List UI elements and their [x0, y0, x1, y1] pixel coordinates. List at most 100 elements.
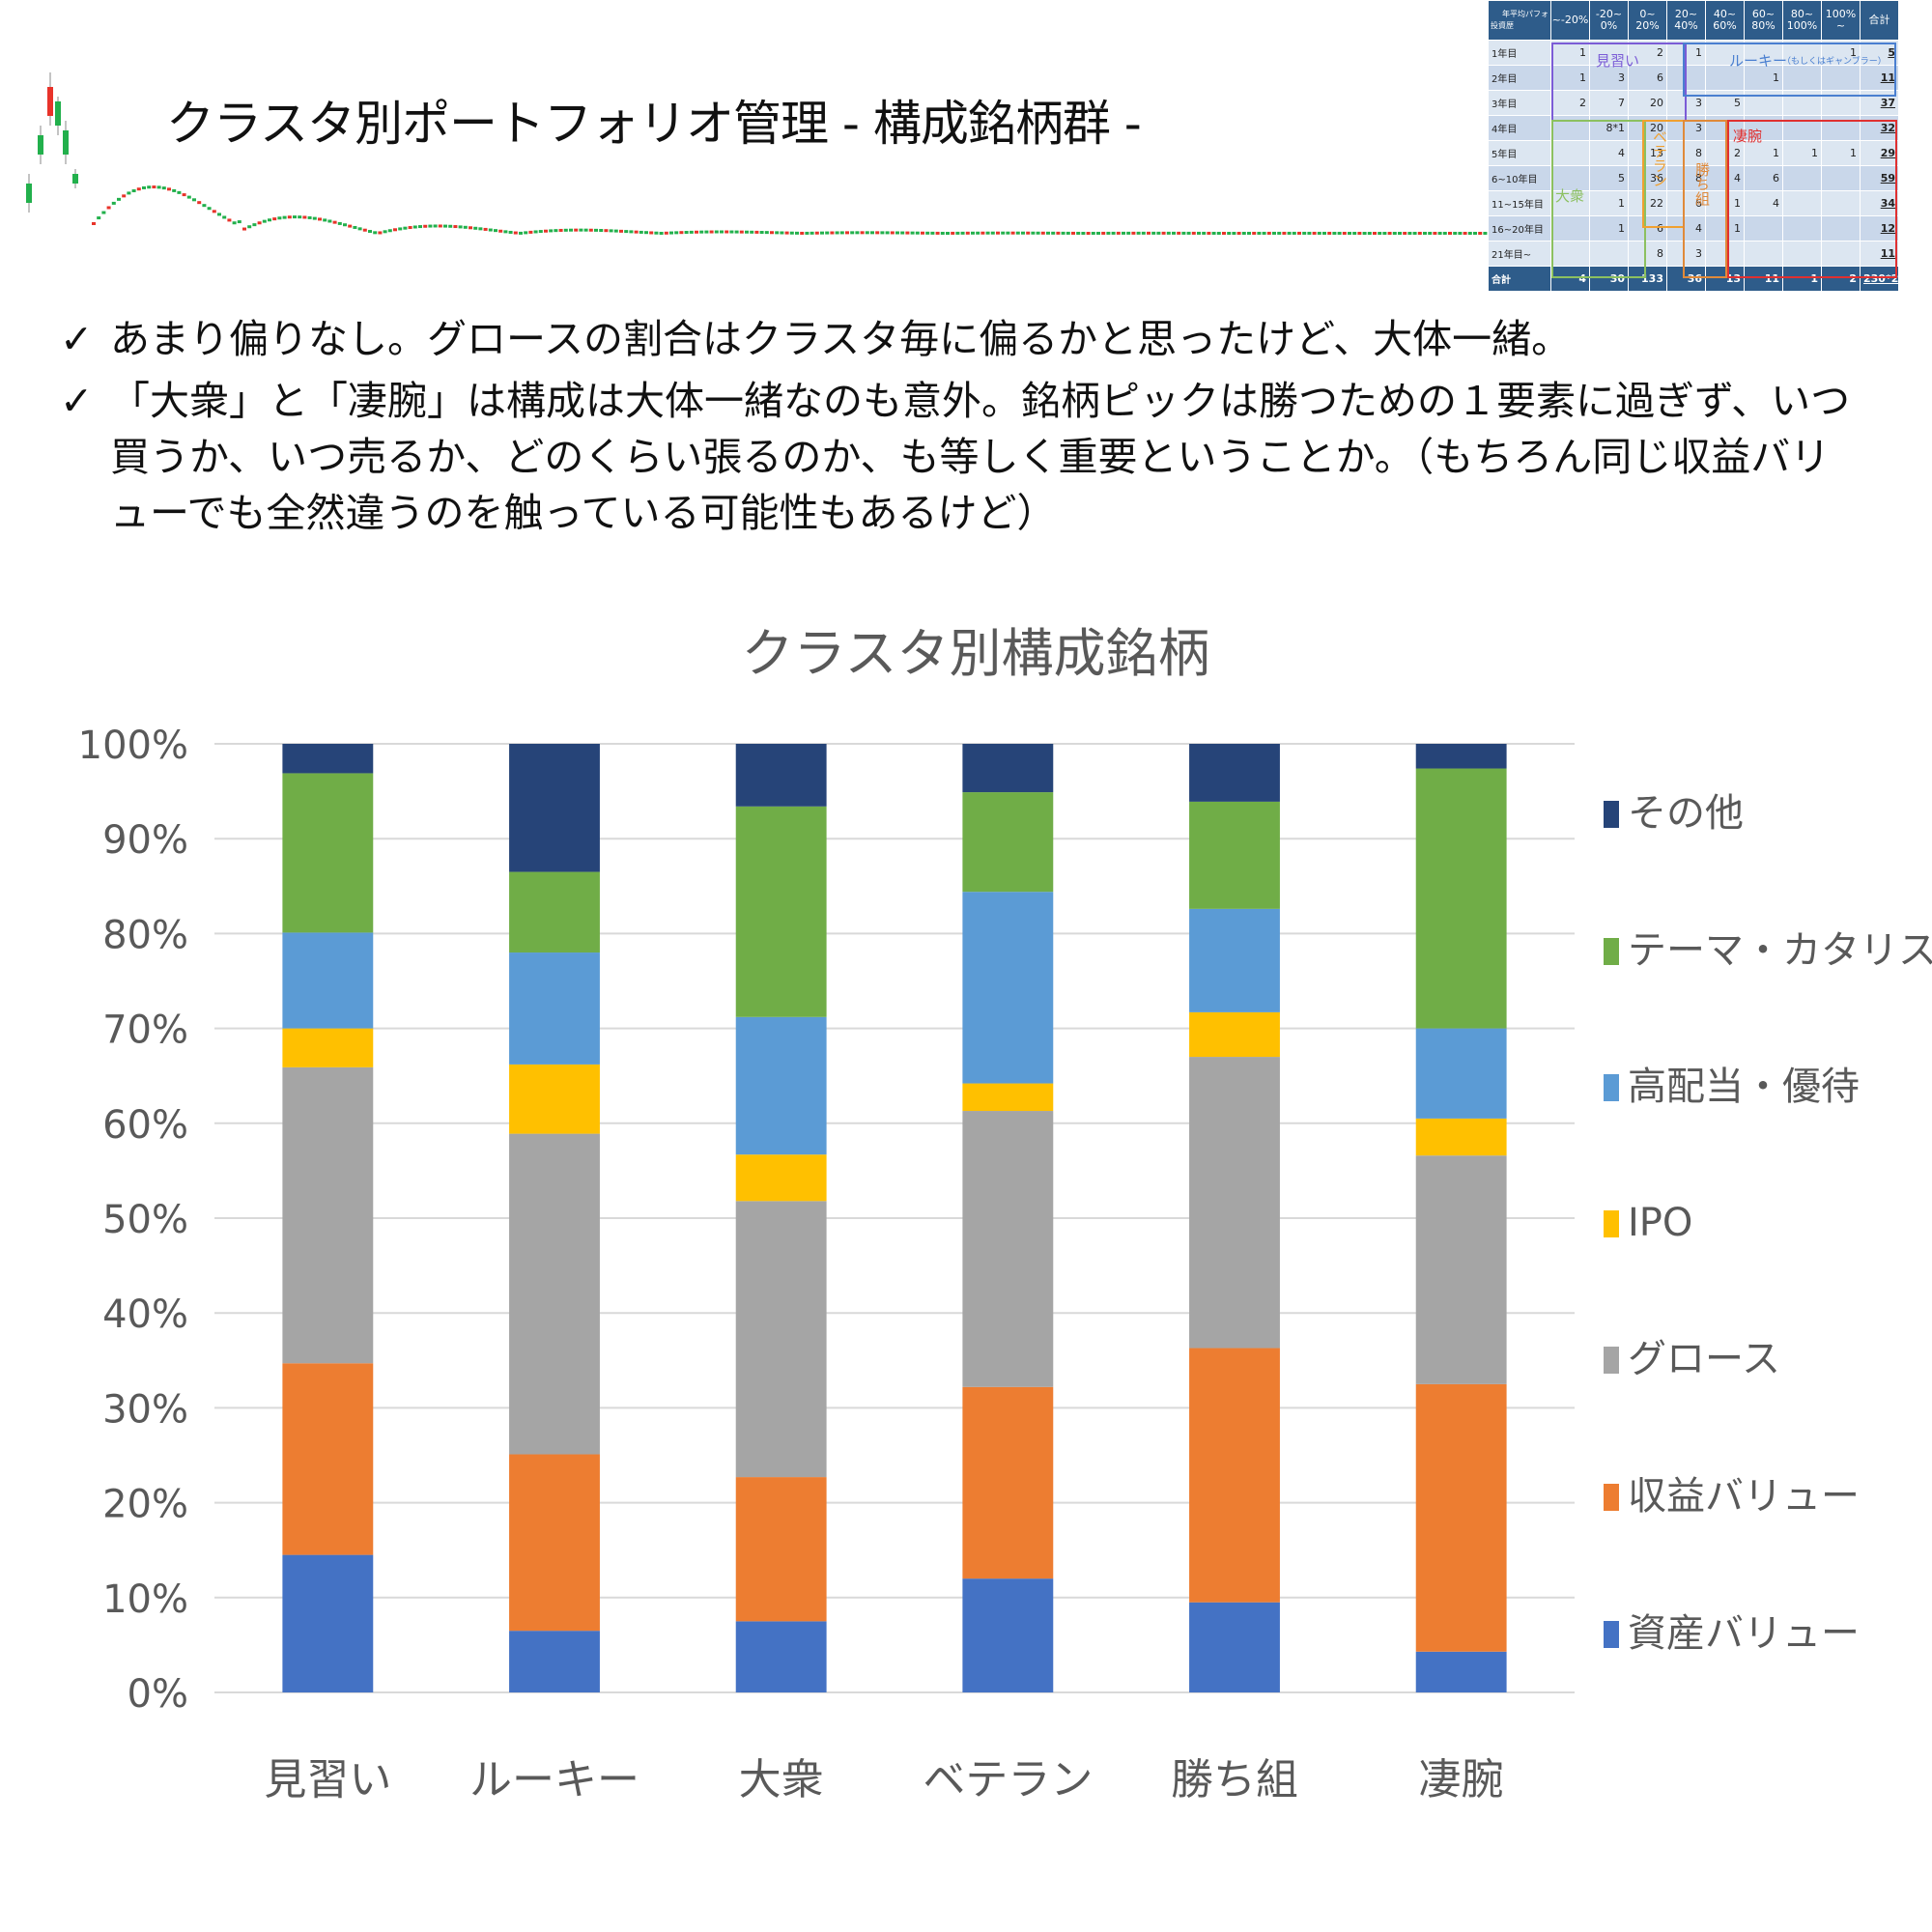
table-cell: 1 — [1705, 215, 1745, 242]
y-tick-label: 40% — [102, 1293, 188, 1337]
table-cell: 22 — [1628, 190, 1667, 216]
bar-segment — [509, 1454, 600, 1632]
candle-dot — [528, 230, 533, 234]
candle-dot — [1252, 231, 1257, 235]
cluster-label-taishu: 大衆 — [1555, 187, 1585, 205]
table-cell: 34 — [1860, 190, 1899, 216]
bar-segment — [1415, 1155, 1507, 1384]
candle-dot — [985, 231, 990, 235]
table-column-header: 20~ 40% — [1666, 0, 1706, 41]
table-column-header: -20~ 0% — [1589, 0, 1629, 41]
table-cell — [1782, 165, 1822, 191]
candle-dot — [207, 207, 212, 211]
table-corner-header: 年平均パフォ 投資歴 — [1488, 0, 1551, 41]
candle-dot — [810, 231, 814, 235]
table-cell: 6 — [1666, 190, 1706, 216]
candle-dot — [1423, 231, 1427, 235]
y-tick-label: 90% — [102, 818, 188, 863]
candle-dot — [780, 231, 784, 235]
candle-dot — [257, 221, 262, 225]
candle-dot — [272, 217, 277, 221]
table-cell: 1 — [1589, 190, 1629, 216]
candle-dot — [1262, 231, 1266, 235]
table-cell: 2 — [1821, 266, 1861, 292]
table-row-header: 11~15年目 — [1488, 190, 1551, 216]
candle-dot — [704, 230, 709, 234]
candle-dot — [92, 222, 96, 225]
candle-dot — [1207, 231, 1211, 235]
candle-dot — [558, 228, 563, 232]
bar-segment — [282, 1554, 374, 1692]
legend-swatch — [1604, 801, 1619, 828]
bar-segment — [735, 1201, 827, 1478]
candle-dot — [724, 230, 729, 234]
table-cell — [1705, 115, 1745, 141]
cluster-note-rookie: （もしくはギャンブラー） — [1782, 57, 1887, 67]
table-cell: 1 — [1744, 140, 1783, 166]
legend-swatch — [1604, 1621, 1619, 1648]
candle-dot — [1348, 231, 1351, 235]
y-tick-label: 100% — [78, 724, 188, 768]
candle-dot — [1177, 231, 1181, 235]
candle-dot — [1191, 231, 1196, 235]
candle-dot — [1172, 231, 1176, 235]
table-column-header: 40~ 60% — [1705, 0, 1745, 41]
candle-dot — [976, 231, 980, 235]
candle-dot — [327, 219, 332, 223]
bar-segment — [509, 1631, 600, 1692]
candle-dot — [679, 231, 684, 235]
table-cell: 13 — [1628, 140, 1667, 166]
bar-segment — [1415, 744, 1507, 769]
candle-dot — [136, 187, 141, 191]
candle-dot — [674, 231, 679, 235]
table-column-header: ~-20% — [1550, 0, 1590, 41]
bar-segment — [282, 773, 374, 933]
candle-dot — [1086, 231, 1091, 235]
y-tick-label: 50% — [102, 1198, 188, 1242]
candle-dot — [161, 186, 166, 190]
candle-dot — [1332, 231, 1337, 235]
table-cell: 37 — [1860, 90, 1899, 116]
chart-title: クラスタ別構成銘柄 — [742, 623, 1210, 684]
candle-dot — [197, 201, 202, 205]
legend-label: 収益バリュー — [1628, 1474, 1860, 1519]
candle-dot — [117, 197, 121, 201]
candle-dot — [1197, 231, 1201, 235]
bar-segment — [282, 932, 374, 1029]
table-cell — [1821, 241, 1861, 267]
candle-dot — [268, 218, 271, 222]
bar-segment — [509, 871, 600, 953]
legend-label: その他 — [1628, 791, 1744, 836]
candle-dot — [830, 231, 835, 235]
bar-segment — [1189, 1011, 1280, 1058]
candle-dot — [1473, 231, 1477, 235]
candle-dot — [664, 231, 668, 235]
candle-dot — [1076, 231, 1081, 235]
candle-dot — [925, 231, 930, 235]
legend-label: グロース — [1628, 1337, 1780, 1381]
candle-dot — [789, 231, 794, 235]
candle-dot — [1131, 231, 1136, 235]
candle-body — [38, 135, 43, 155]
candle-dot — [1337, 231, 1342, 235]
candle-dot — [423, 224, 428, 228]
candle-dot — [885, 231, 890, 235]
table-cell: 11 — [1744, 266, 1783, 292]
candle-dot — [332, 220, 337, 224]
table-cell: 8 — [1666, 140, 1706, 166]
bar-segment — [1189, 1602, 1280, 1692]
cluster-label-kachigumi: 勝ち組 — [1693, 162, 1711, 206]
candle-dot — [498, 229, 503, 233]
candle-dot — [1141, 231, 1146, 235]
candle-dot — [1101, 231, 1106, 235]
slide-title: クラスタ別ポートフォリオ管理 - 構成銘柄群 - — [166, 96, 1142, 152]
table-cell: 5 — [1705, 90, 1745, 116]
y-tick-label: 60% — [102, 1103, 188, 1148]
candle-dot — [870, 231, 874, 235]
table-cell — [1705, 241, 1745, 267]
candle-dot — [644, 231, 648, 235]
candle-dot — [473, 226, 478, 230]
candle-dot — [930, 231, 935, 235]
candle-dot — [594, 228, 598, 232]
candle-dot — [800, 231, 805, 235]
